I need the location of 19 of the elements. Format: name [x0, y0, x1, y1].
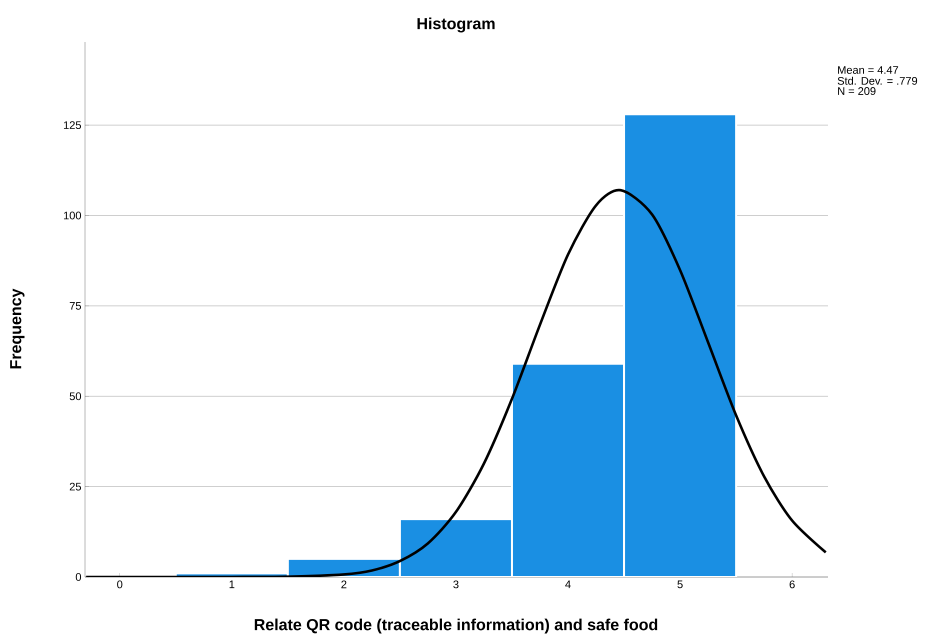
x-axis-title: Relate QR code (traceable information) and safe food: [254, 618, 658, 634]
x-tick-label: 2: [341, 580, 346, 588]
y-tick-label: 125: [64, 121, 82, 130]
text: Std. Dev. = .779: [838, 76, 918, 85]
text: N = 209: [838, 87, 876, 95]
x-tick-label: 0: [117, 580, 122, 588]
x-tick-label: 4: [565, 580, 571, 588]
y-tick-label: 100: [64, 212, 82, 220]
y-tick-label: 75: [70, 302, 82, 310]
y-axis-title: Frequency: [10, 288, 24, 368]
y-tick-label: 0: [76, 573, 82, 581]
chart-title: Histogram: [418, 17, 495, 32]
x-tick-label: 6: [790, 580, 795, 588]
y-tick-label: 50: [70, 392, 82, 400]
text: Mean = 4.47: [838, 66, 898, 74]
y-tick-label: 25: [70, 482, 82, 491]
x-tick-label: 3: [453, 580, 459, 588]
x-tick-label: 5: [677, 580, 683, 588]
x-tick-label: 1: [230, 580, 234, 588]
